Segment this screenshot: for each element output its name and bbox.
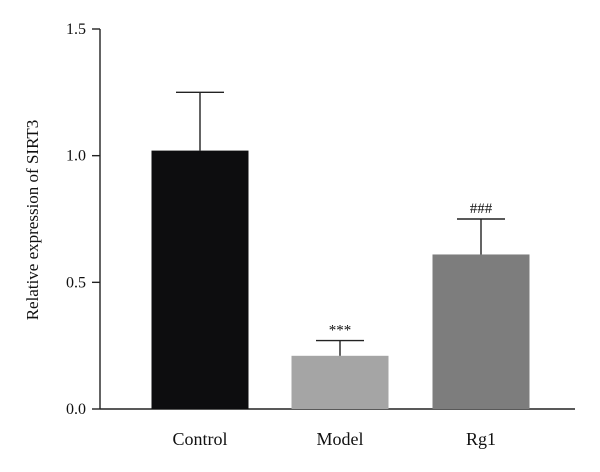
y-axis-label: Relative expression of SIRT3 bbox=[23, 120, 42, 321]
y-tick-label: 1.0 bbox=[66, 148, 86, 165]
bar-model bbox=[291, 355, 389, 409]
y-tick-label: 0.5 bbox=[66, 274, 86, 291]
significance-annotations: *** ### bbox=[329, 201, 493, 339]
bar-control bbox=[151, 150, 249, 409]
y-tick-label: 0.0 bbox=[66, 401, 86, 418]
x-tick-label: Model bbox=[317, 429, 364, 449]
bar-rg1 bbox=[432, 254, 530, 409]
significance-label-model: *** bbox=[329, 323, 352, 339]
x-tick-label: Rg1 bbox=[466, 429, 496, 449]
category-labels: Control Model Rg1 bbox=[172, 429, 496, 449]
error-bars bbox=[176, 91, 505, 356]
y-ticks: 0.0 0.5 1.0 1.5 bbox=[66, 21, 100, 418]
bars bbox=[151, 150, 530, 409]
y-tick-label: 1.5 bbox=[66, 21, 86, 38]
significance-label-rg1: ### bbox=[470, 201, 493, 217]
x-tick-label: Control bbox=[172, 429, 227, 449]
